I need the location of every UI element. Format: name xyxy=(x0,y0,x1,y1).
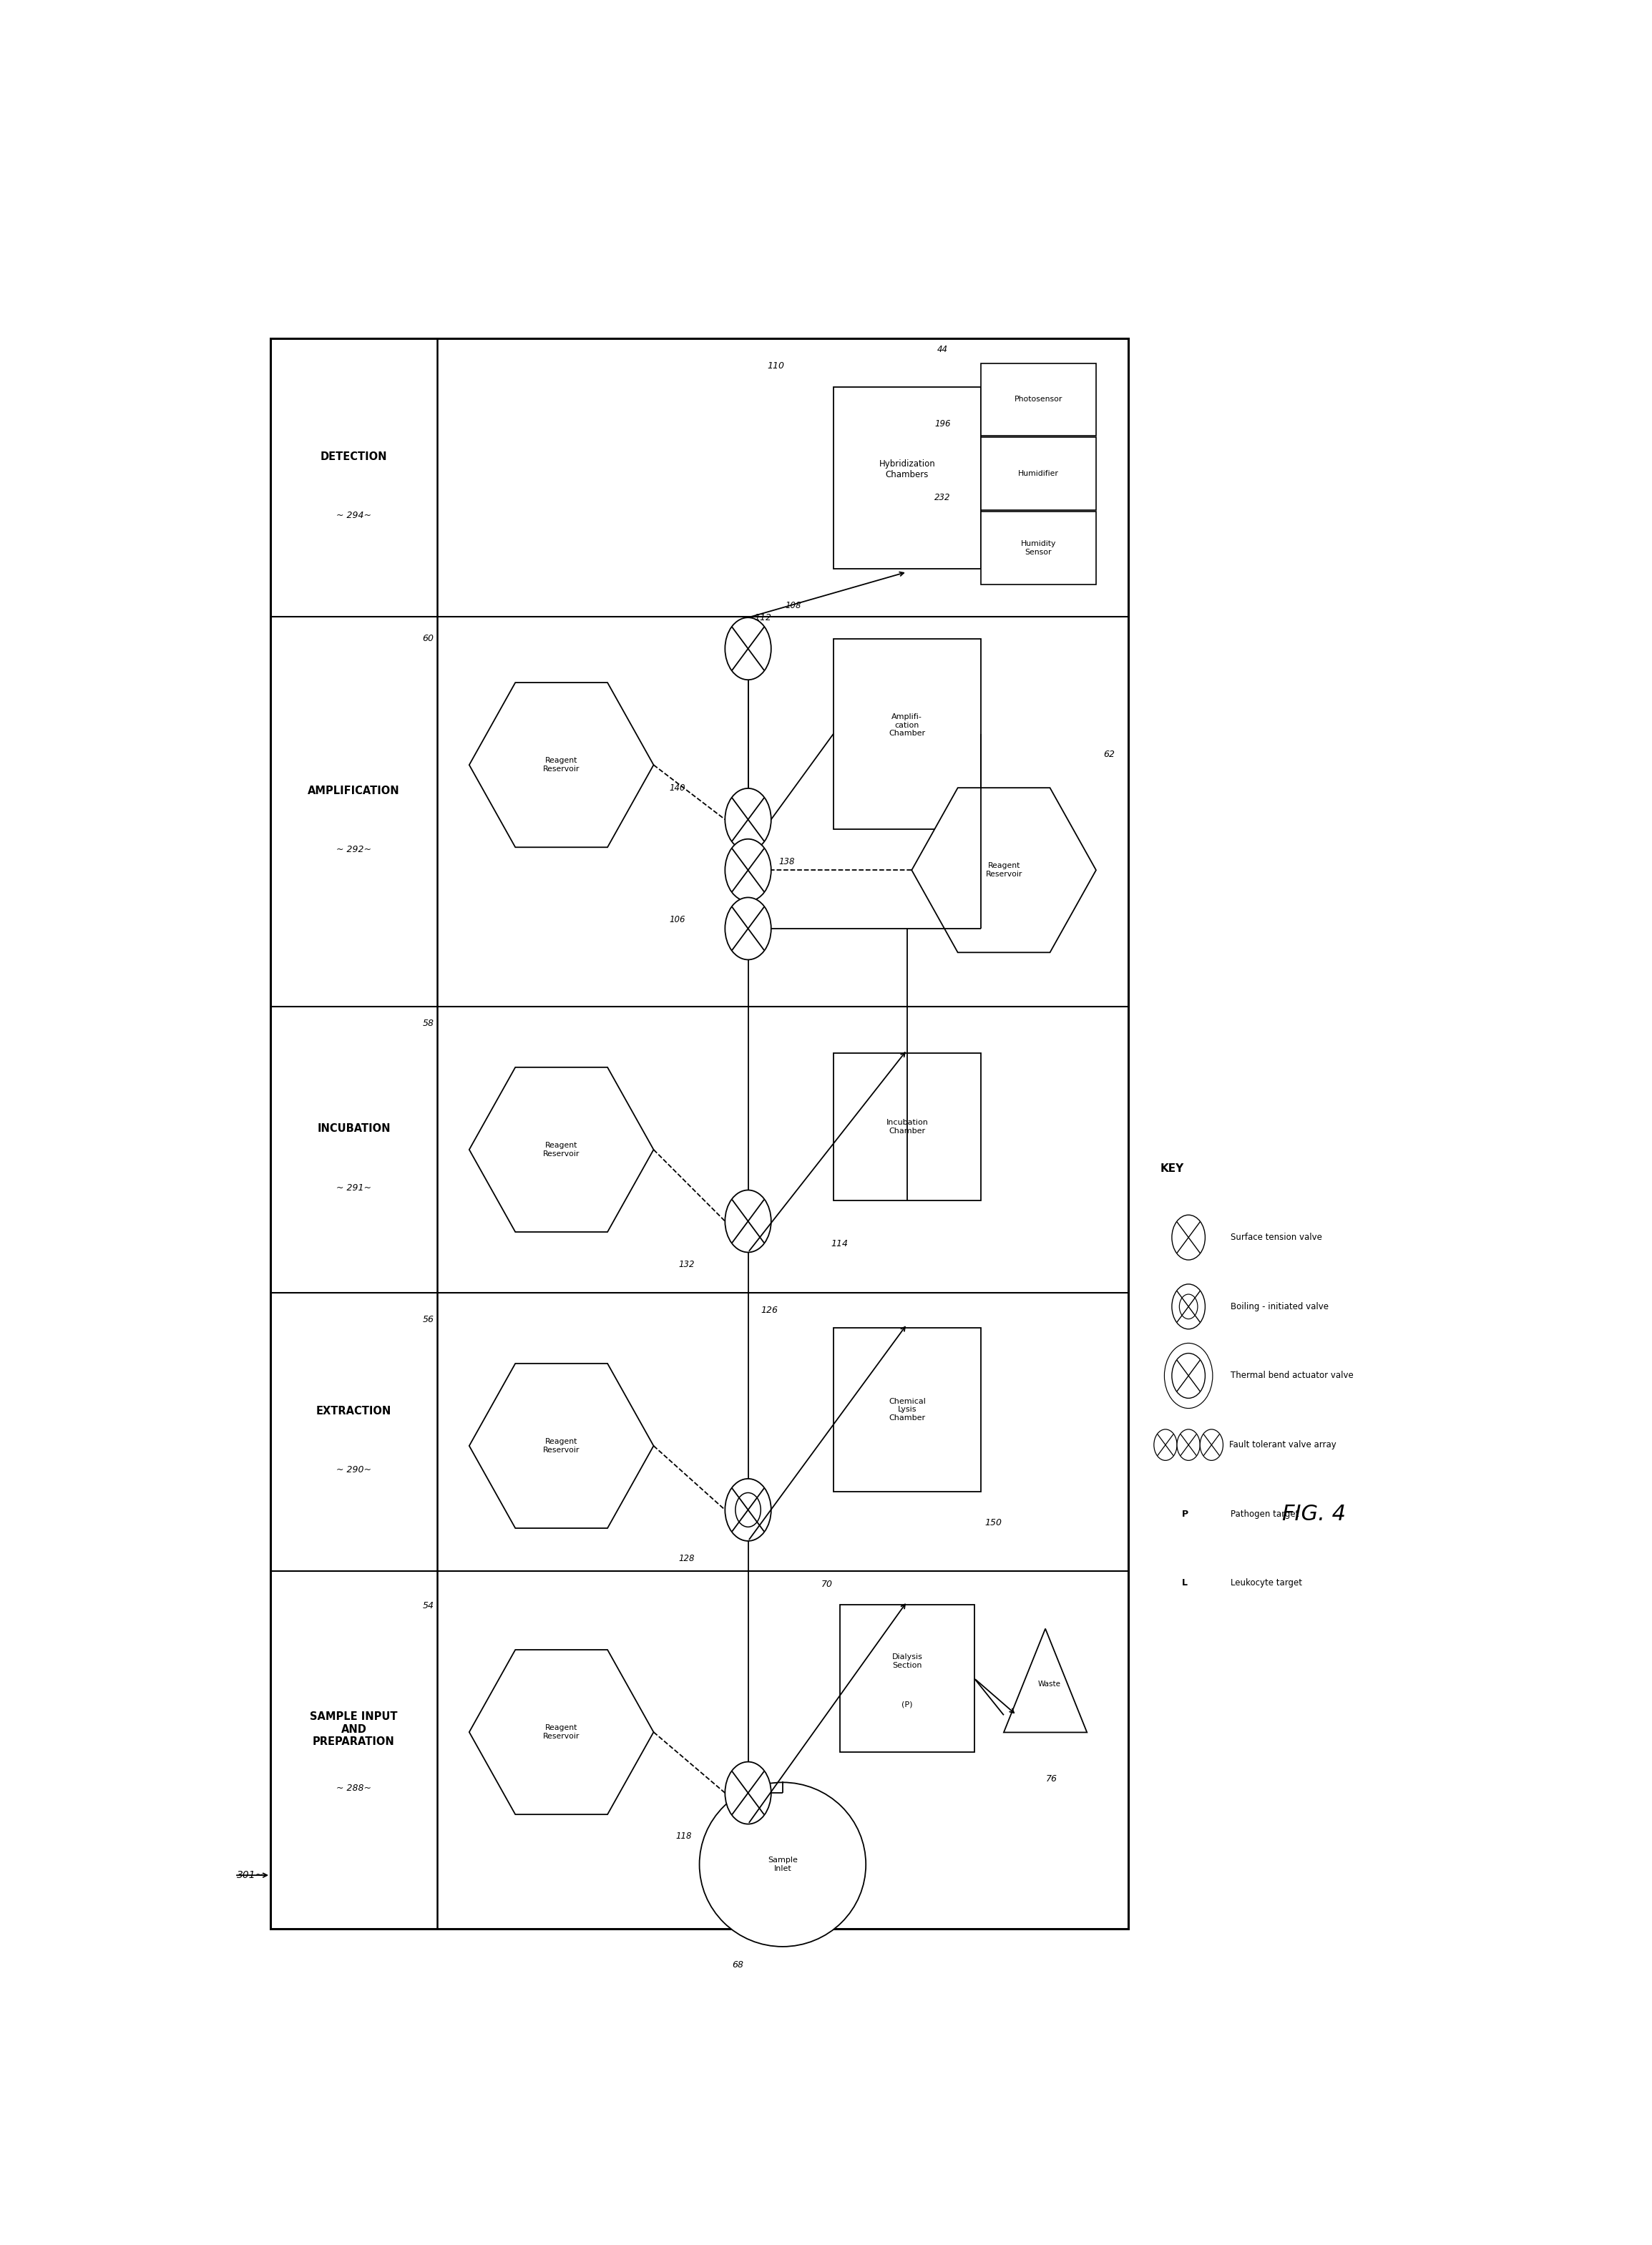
Circle shape xyxy=(1171,1215,1206,1259)
FancyBboxPatch shape xyxy=(839,1605,975,1751)
Text: Sample
Inlet: Sample Inlet xyxy=(768,1857,798,1872)
FancyBboxPatch shape xyxy=(834,1327,981,1491)
Text: Pathogen target: Pathogen target xyxy=(1231,1509,1298,1518)
Text: Humidity
Sensor: Humidity Sensor xyxy=(1021,541,1056,557)
Text: 108: 108 xyxy=(785,602,801,611)
Text: Reagent
Reservoir: Reagent Reservoir xyxy=(544,1143,580,1158)
Text: 301~: 301~ xyxy=(236,1870,264,1881)
Circle shape xyxy=(725,617,771,680)
Text: Leukocyte target: Leukocyte target xyxy=(1231,1578,1302,1587)
Text: Fault tolerant valve array: Fault tolerant valve array xyxy=(1229,1441,1336,1450)
Text: ~ 294~: ~ 294~ xyxy=(337,512,372,521)
Text: 114: 114 xyxy=(831,1239,849,1248)
Text: 106: 106 xyxy=(669,916,686,925)
Text: P: P xyxy=(1183,1509,1189,1518)
Text: Reagent
Reservoir: Reagent Reservoir xyxy=(544,1724,580,1740)
Text: Thermal bend actuator valve: Thermal bend actuator valve xyxy=(1231,1372,1353,1381)
Circle shape xyxy=(1171,1354,1206,1399)
Text: DETECTION: DETECTION xyxy=(320,451,387,462)
Text: Incubation
Chamber: Incubation Chamber xyxy=(885,1118,928,1134)
Text: 58: 58 xyxy=(423,1019,434,1028)
Text: 68: 68 xyxy=(732,1960,743,1969)
Text: L: L xyxy=(1183,1578,1188,1587)
FancyBboxPatch shape xyxy=(981,364,1095,436)
Text: EXTRACTION: EXTRACTION xyxy=(316,1405,392,1417)
Text: Surface tension valve: Surface tension valve xyxy=(1231,1233,1322,1241)
Text: AMPLIFICATION: AMPLIFICATION xyxy=(307,786,400,797)
Text: 70: 70 xyxy=(821,1580,833,1589)
Text: Reagent
Reservoir: Reagent Reservoir xyxy=(544,757,580,772)
Circle shape xyxy=(725,788,771,851)
FancyBboxPatch shape xyxy=(981,438,1095,510)
Text: ~ 291~: ~ 291~ xyxy=(337,1183,372,1192)
Text: 44: 44 xyxy=(937,346,948,355)
Text: ~ 288~: ~ 288~ xyxy=(337,1783,372,1794)
Text: Photosensor: Photosensor xyxy=(1014,395,1062,404)
Text: Humidifier: Humidifier xyxy=(1018,469,1059,478)
Text: 138: 138 xyxy=(778,858,795,867)
Text: SAMPLE INPUT
AND
PREPARATION: SAMPLE INPUT AND PREPARATION xyxy=(311,1711,398,1747)
Text: ~ 290~: ~ 290~ xyxy=(337,1466,372,1475)
FancyBboxPatch shape xyxy=(834,386,981,568)
Text: FIG. 4: FIG. 4 xyxy=(1282,1504,1346,1524)
Text: Dialysis
Section: Dialysis Section xyxy=(892,1652,922,1668)
Text: ~ 292~: ~ 292~ xyxy=(337,844,372,855)
Text: 196: 196 xyxy=(935,420,950,429)
Text: 76: 76 xyxy=(1046,1774,1057,1785)
Text: 128: 128 xyxy=(679,1554,694,1563)
Circle shape xyxy=(725,1762,771,1823)
Circle shape xyxy=(1153,1430,1176,1461)
Text: INCUBATION: INCUBATION xyxy=(317,1122,390,1134)
Polygon shape xyxy=(469,1363,654,1529)
Text: Amplifi-
cation
Chamber: Amplifi- cation Chamber xyxy=(889,714,925,736)
Text: Reagent
Reservoir: Reagent Reservoir xyxy=(986,862,1023,878)
Circle shape xyxy=(1171,1284,1206,1329)
Circle shape xyxy=(725,1190,771,1253)
Circle shape xyxy=(725,840,771,900)
Text: (P): (P) xyxy=(902,1702,912,1708)
Text: 110: 110 xyxy=(767,361,785,370)
Circle shape xyxy=(725,898,771,959)
Polygon shape xyxy=(469,1650,654,1814)
FancyBboxPatch shape xyxy=(834,638,981,828)
Text: 118: 118 xyxy=(676,1832,692,1841)
Text: 60: 60 xyxy=(423,633,434,644)
Text: 56: 56 xyxy=(423,1316,434,1325)
Text: Waste: Waste xyxy=(1037,1682,1061,1688)
Circle shape xyxy=(1176,1430,1199,1461)
Text: 150: 150 xyxy=(985,1518,1003,1527)
Text: Chemical
Lysis
Chamber: Chemical Lysis Chamber xyxy=(889,1399,925,1421)
Text: 54: 54 xyxy=(423,1601,434,1610)
Polygon shape xyxy=(469,1066,654,1233)
Text: 132: 132 xyxy=(679,1259,694,1268)
Text: Hybridization
Chambers: Hybridization Chambers xyxy=(879,458,935,478)
Text: Reagent
Reservoir: Reagent Reservoir xyxy=(544,1439,580,1453)
Circle shape xyxy=(1199,1430,1222,1461)
Text: 62: 62 xyxy=(1104,750,1115,759)
Text: 112: 112 xyxy=(755,613,771,622)
Polygon shape xyxy=(1004,1628,1087,1733)
Polygon shape xyxy=(912,788,1095,952)
FancyBboxPatch shape xyxy=(981,512,1095,584)
Ellipse shape xyxy=(699,1783,866,1946)
Text: Boiling - initiated valve: Boiling - initiated valve xyxy=(1231,1302,1328,1311)
FancyBboxPatch shape xyxy=(271,339,1128,1928)
Polygon shape xyxy=(469,682,654,846)
FancyBboxPatch shape xyxy=(834,1053,981,1201)
Text: KEY: KEY xyxy=(1160,1163,1184,1174)
Text: 126: 126 xyxy=(762,1307,778,1316)
Text: 140: 140 xyxy=(669,784,686,792)
Circle shape xyxy=(725,1479,771,1540)
Text: 232: 232 xyxy=(935,494,950,503)
